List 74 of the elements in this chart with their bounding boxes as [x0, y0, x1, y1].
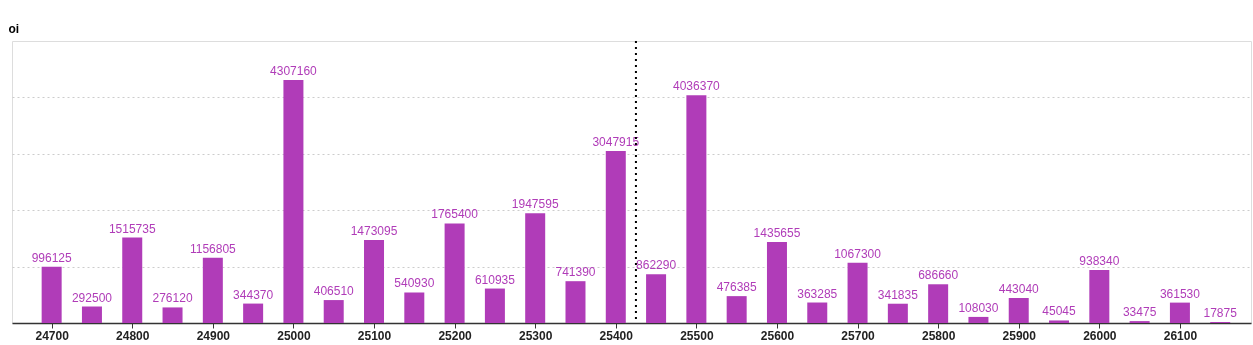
x-tick-label: 26100 — [1163, 328, 1198, 343]
bar — [202, 257, 223, 323]
x-tick-label: 25700 — [841, 328, 876, 343]
data-label: 108030 — [958, 300, 999, 315]
data-label: 1156805 — [189, 241, 237, 256]
data-label: 45045 — [1042, 304, 1077, 319]
bar — [565, 281, 586, 323]
data-label: 476385 — [716, 280, 758, 295]
data-label: 540930 — [394, 276, 435, 291]
bar — [807, 302, 828, 323]
x-tick-label: 25300 — [519, 328, 553, 343]
bar — [1089, 270, 1110, 323]
bar — [122, 237, 143, 323]
x-tick-label: 25400 — [599, 328, 634, 343]
data-label: 1067300 — [834, 246, 882, 261]
data-label: 17875 — [1203, 305, 1238, 320]
bar — [364, 239, 385, 323]
data-label: 610935 — [474, 272, 516, 287]
data-label: 862290 — [636, 258, 677, 273]
x-tick-label: 26000 — [1083, 328, 1117, 343]
bar — [525, 213, 546, 323]
data-label: 344370 — [233, 287, 274, 302]
data-label: 4307160 — [270, 64, 318, 79]
data-label: 443040 — [998, 282, 1040, 297]
bar — [766, 242, 787, 323]
data-label: 938340 — [1079, 254, 1120, 269]
bar — [283, 80, 304, 323]
bar — [847, 262, 868, 323]
data-label: 4036370 — [673, 79, 721, 94]
x-tick-label: 25900 — [1002, 328, 1037, 343]
bar — [968, 316, 989, 323]
data-label: 363285 — [797, 286, 838, 301]
bar — [1008, 298, 1029, 323]
bar — [81, 306, 102, 323]
data-label: 3047915 — [592, 135, 640, 150]
bar — [726, 296, 747, 323]
bar — [243, 303, 264, 323]
bar — [605, 151, 626, 323]
data-label: 686660 — [918, 268, 959, 283]
bar — [162, 307, 183, 323]
bar — [41, 266, 62, 323]
x-tick-label: 25800 — [921, 328, 956, 343]
y-axis-title: oi — [8, 21, 20, 36]
data-label: 1435655 — [753, 226, 801, 241]
x-tick-label: 24700 — [35, 328, 70, 343]
data-label: 33475 — [1122, 305, 1157, 320]
data-label: 1515735 — [108, 221, 156, 236]
bar — [1049, 320, 1070, 323]
bar — [444, 223, 465, 323]
data-label: 276120 — [152, 291, 193, 306]
bar — [323, 300, 344, 323]
x-tick-label: 25500 — [680, 328, 714, 343]
x-tick-label: 25100 — [357, 328, 392, 343]
bar — [484, 288, 505, 323]
data-label: 1947595 — [511, 197, 559, 212]
data-label: 361530 — [1159, 286, 1201, 301]
bar — [686, 95, 707, 323]
data-label: 406510 — [313, 284, 355, 299]
data-label: 292500 — [71, 290, 113, 305]
x-tick-label: 25200 — [438, 328, 473, 343]
bar — [887, 303, 908, 323]
data-label: 741390 — [555, 265, 596, 280]
x-tick-label: 24900 — [196, 328, 231, 343]
bar — [404, 292, 425, 323]
data-label: 341835 — [877, 287, 919, 302]
x-tick-label: 25600 — [760, 328, 795, 343]
bar — [646, 274, 667, 323]
data-label: 1765400 — [431, 207, 479, 222]
x-tick-label: 25000 — [277, 328, 311, 343]
bar — [928, 284, 949, 323]
data-label: 1473095 — [350, 223, 398, 238]
data-label: 996125 — [31, 250, 72, 265]
x-tick-label: 24800 — [116, 328, 150, 343]
bar — [1169, 302, 1190, 323]
